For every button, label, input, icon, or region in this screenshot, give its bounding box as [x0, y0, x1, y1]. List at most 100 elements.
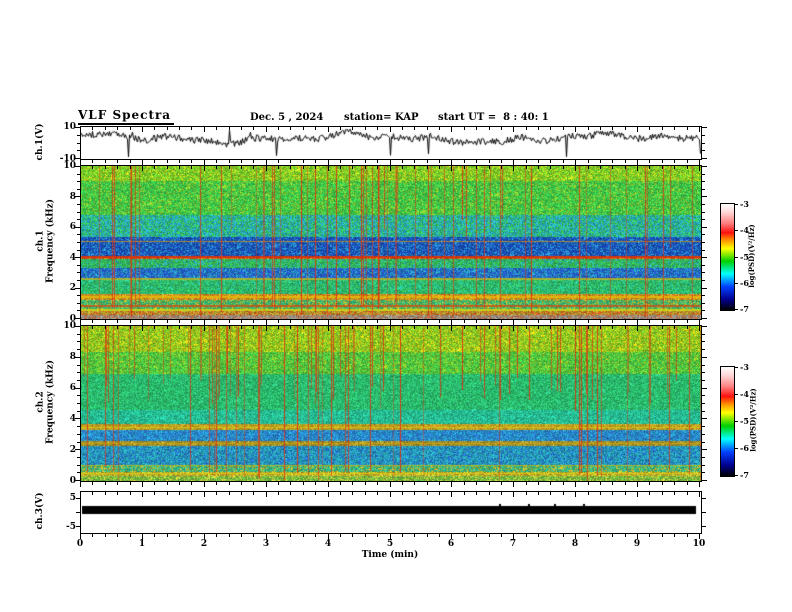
- tick-mark: [476, 320, 477, 323]
- tick-mark: [662, 492, 663, 495]
- tick-mark: [303, 160, 304, 163]
- tick-mark: [352, 534, 353, 537]
- tick-mark: [154, 127, 155, 130]
- tick-mark: [229, 492, 230, 495]
- tick-mark: [501, 160, 502, 163]
- tick-mark: [253, 127, 254, 130]
- tick-mark: [427, 320, 428, 323]
- tick-mark: [699, 534, 700, 539]
- tick-mark: [702, 127, 707, 128]
- tick-mark: [241, 482, 242, 485]
- tick-mark: [734, 204, 738, 205]
- tick-mark: [637, 534, 638, 539]
- tick-mark: [649, 160, 650, 163]
- tick-mark: [674, 127, 675, 130]
- tick-mark: [352, 320, 353, 323]
- tick-mark: [414, 166, 415, 169]
- tick-mark: [464, 166, 465, 169]
- tick-mark: [216, 320, 217, 323]
- tick-mark: [77, 250, 80, 251]
- tick-mark: [92, 166, 93, 169]
- tick-mark: [266, 492, 267, 497]
- tick-mark: [76, 526, 80, 527]
- tick-mark: [80, 482, 81, 487]
- tick-mark: [625, 160, 626, 163]
- ch2-axis-quantity: Frequency (kHz): [45, 360, 56, 445]
- tick-label: 10: [63, 161, 76, 171]
- tick-mark: [76, 512, 80, 513]
- tick-mark: [702, 426, 705, 427]
- ch1-waveform-panel: [80, 126, 702, 160]
- tick-mark: [402, 166, 403, 169]
- tick-mark: [702, 318, 707, 319]
- tick-label: -3: [740, 362, 749, 372]
- tick-mark: [390, 482, 391, 487]
- tick-mark: [538, 492, 539, 495]
- tick-mark: [702, 196, 707, 197]
- tick-mark: [390, 160, 391, 165]
- tick-mark: [734, 257, 738, 258]
- tick-mark: [489, 492, 490, 495]
- tick-label: 5: [386, 539, 394, 549]
- tick-mark: [390, 127, 391, 132]
- tick-mark: [365, 160, 366, 163]
- tick-mark: [340, 326, 341, 329]
- tick-label: 1: [138, 539, 146, 549]
- tick-mark: [290, 320, 291, 323]
- tick-mark: [142, 166, 143, 171]
- tick-mark: [204, 160, 205, 165]
- tick-mark: [130, 320, 131, 323]
- tick-mark: [253, 482, 254, 485]
- tick-mark: [439, 482, 440, 485]
- tick-mark: [451, 534, 452, 539]
- tick-mark: [702, 212, 705, 213]
- tick-mark: [130, 534, 131, 537]
- tick-mark: [154, 534, 155, 537]
- tick-mark: [105, 160, 106, 163]
- tick-mark: [377, 127, 378, 130]
- tick-mark: [439, 127, 440, 130]
- tick-mark: [612, 534, 613, 537]
- tick-mark: [464, 320, 465, 323]
- tick-mark: [229, 482, 230, 485]
- tick-mark: [142, 127, 143, 132]
- tick-mark: [130, 160, 131, 163]
- tick-mark: [702, 303, 705, 304]
- tick-mark: [501, 127, 502, 130]
- tick-mark: [191, 320, 192, 323]
- tick-mark: [674, 326, 675, 329]
- tick-mark: [216, 534, 217, 537]
- tick-mark: [204, 166, 205, 171]
- tick-mark: [77, 472, 80, 473]
- tick-mark: [625, 127, 626, 130]
- tick-mark: [414, 127, 415, 130]
- tick-mark: [77, 303, 80, 304]
- tick-mark: [489, 127, 490, 130]
- tick-mark: [674, 482, 675, 485]
- tick-mark: [130, 166, 131, 169]
- tick-mark: [229, 326, 230, 329]
- tick-mark: [142, 534, 143, 539]
- tick-mark: [365, 326, 366, 329]
- tick-mark: [476, 127, 477, 130]
- tick-mark: [451, 127, 452, 132]
- tick-mark: [80, 534, 81, 539]
- tick-mark: [427, 482, 428, 485]
- tick-mark: [75, 388, 80, 389]
- tick-mark: [266, 482, 267, 487]
- tick-mark: [687, 160, 688, 163]
- tick-mark: [154, 160, 155, 163]
- tick-mark: [501, 320, 502, 323]
- tick-mark: [167, 492, 168, 495]
- tick-mark: [142, 320, 143, 325]
- tick-label: 10: [63, 122, 76, 132]
- tick-mark: [526, 160, 527, 163]
- tick-mark: [77, 365, 80, 366]
- tick-mark: [390, 320, 391, 325]
- colorbar-ch1-gradient: [721, 204, 734, 310]
- tick-mark: [513, 534, 514, 539]
- tick-mark: [315, 320, 316, 323]
- tick-mark: [702, 512, 706, 513]
- tick-mark: [77, 334, 80, 335]
- tick-mark: [563, 492, 564, 495]
